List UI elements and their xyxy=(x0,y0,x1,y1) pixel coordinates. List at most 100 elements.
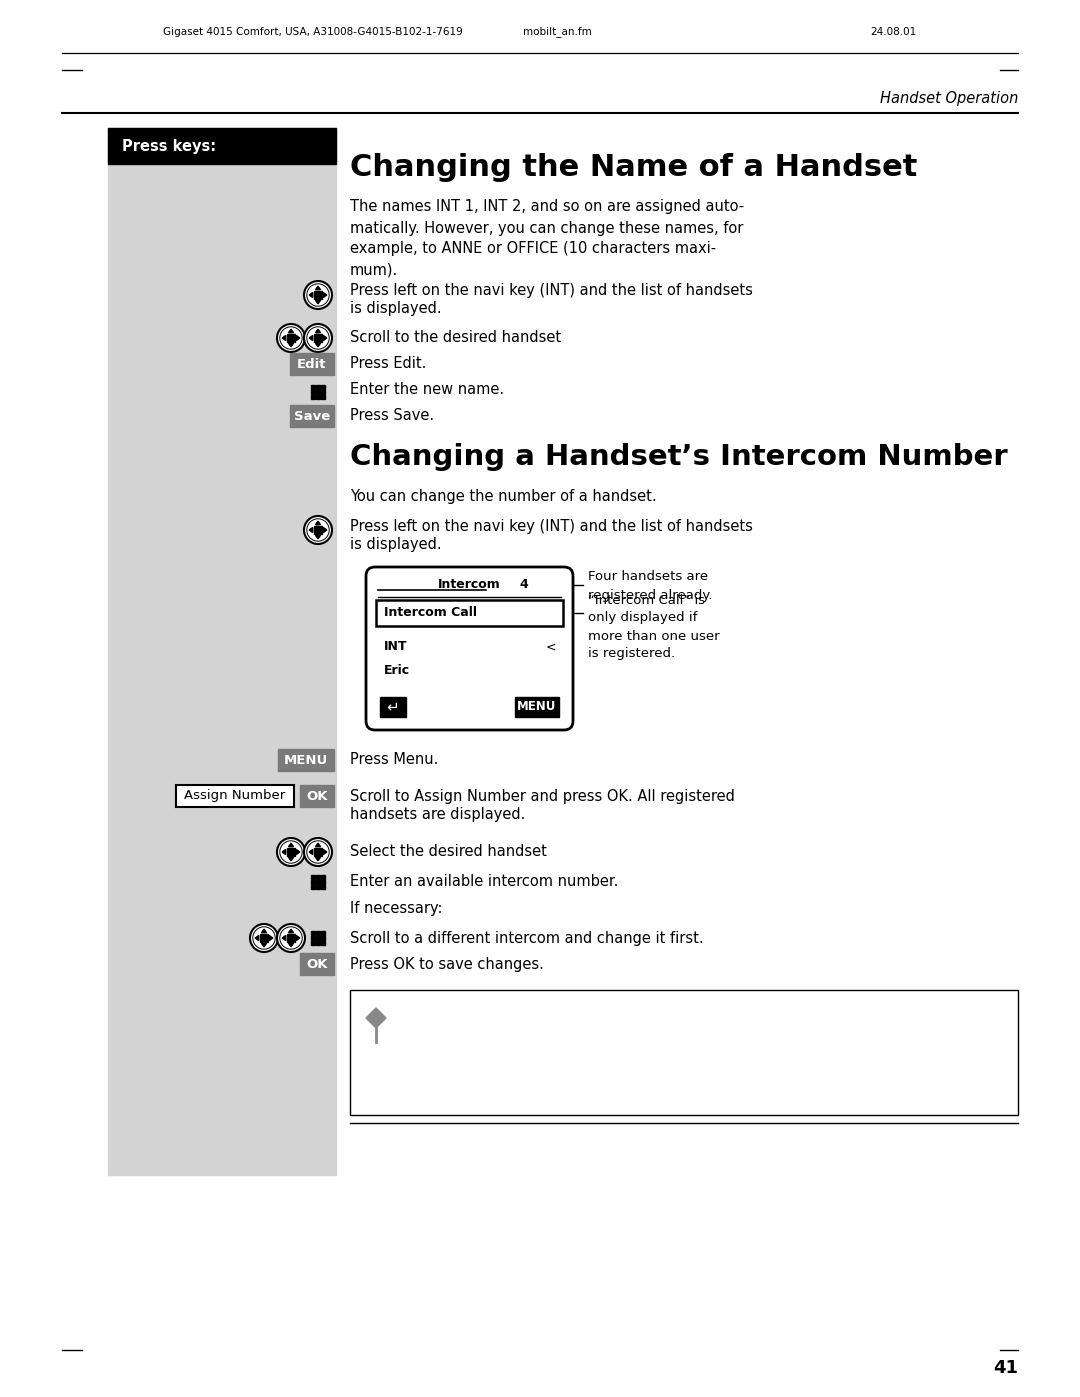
Polygon shape xyxy=(315,300,321,303)
Bar xyxy=(291,353,334,374)
Polygon shape xyxy=(288,344,294,346)
Circle shape xyxy=(303,324,332,352)
Bar xyxy=(278,749,334,771)
Circle shape xyxy=(276,838,305,866)
Polygon shape xyxy=(296,849,300,855)
Bar xyxy=(260,933,268,942)
Bar xyxy=(315,884,320,888)
Polygon shape xyxy=(269,936,273,940)
Text: is displayed.: is displayed. xyxy=(350,302,442,317)
Text: is displayed.: is displayed. xyxy=(350,536,442,552)
Polygon shape xyxy=(323,335,327,341)
Text: Press Save.: Press Save. xyxy=(350,408,434,423)
Circle shape xyxy=(303,838,332,866)
Polygon shape xyxy=(282,335,286,341)
Bar xyxy=(321,880,325,884)
Polygon shape xyxy=(261,929,267,933)
Text: Press OK to save changes.: Press OK to save changes. xyxy=(350,957,544,971)
Text: Scroll to Assign Number and press OK. All registered: Scroll to Assign Number and press OK. Al… xyxy=(350,788,734,803)
Text: Four handsets are: Four handsets are xyxy=(588,570,708,583)
Text: example, to ANNE or OFFICE (10 characters maxi-: example, to ANNE or OFFICE (10 character… xyxy=(350,242,716,257)
Text: Enter an available intercom number.: Enter an available intercom number. xyxy=(350,875,619,890)
Text: 4: 4 xyxy=(519,578,528,591)
Text: only displayed if: only displayed if xyxy=(588,612,698,624)
Polygon shape xyxy=(323,528,327,532)
Polygon shape xyxy=(255,936,259,940)
Text: handsets are displayed.: handsets are displayed. xyxy=(350,806,525,821)
Text: If the selected intercom telephone number has: If the selected intercom telephone numbe… xyxy=(405,1004,751,1020)
Text: Press Edit.: Press Edit. xyxy=(350,356,427,372)
Text: Press Menu.: Press Menu. xyxy=(350,753,438,767)
Text: ↵: ↵ xyxy=(387,700,400,714)
Polygon shape xyxy=(309,849,313,855)
Text: Select the desired handset: Select the desired handset xyxy=(350,845,546,859)
Polygon shape xyxy=(309,292,313,298)
Polygon shape xyxy=(288,844,294,847)
Bar xyxy=(291,405,334,427)
Circle shape xyxy=(276,923,305,951)
Polygon shape xyxy=(288,929,294,933)
Bar xyxy=(311,942,315,946)
Bar xyxy=(311,936,315,940)
Text: Assign Number: Assign Number xyxy=(185,789,285,802)
Polygon shape xyxy=(315,330,321,332)
Polygon shape xyxy=(296,335,300,341)
Polygon shape xyxy=(315,286,321,289)
Polygon shape xyxy=(315,858,321,861)
Polygon shape xyxy=(366,1009,386,1028)
Bar xyxy=(321,936,325,940)
Text: The names INT 1, INT 2, and so on are assigned auto-: The names INT 1, INT 2, and so on are as… xyxy=(350,200,744,215)
Text: Changing the Name of a Handset: Changing the Name of a Handset xyxy=(350,154,917,183)
FancyBboxPatch shape xyxy=(366,567,573,731)
Polygon shape xyxy=(261,943,267,947)
Polygon shape xyxy=(315,521,321,525)
Text: registered already.: registered already. xyxy=(588,588,713,602)
Text: matically. However, you can change these names, for: matically. However, you can change these… xyxy=(350,221,743,236)
Text: Enter the new name.: Enter the new name. xyxy=(350,383,504,398)
Text: Handset Operation: Handset Operation xyxy=(879,91,1018,106)
Text: is registered.: is registered. xyxy=(588,647,675,661)
Polygon shape xyxy=(309,528,313,532)
Text: “Intercom Call” is: “Intercom Call” is xyxy=(588,594,705,606)
Bar xyxy=(311,390,315,394)
Bar xyxy=(311,930,315,935)
Bar xyxy=(300,785,334,807)
Text: MENU: MENU xyxy=(517,700,556,714)
Text: Gigaset 4015 Comfort, USA, A31008-G4015-B102-1-7619: Gigaset 4015 Comfort, USA, A31008-G4015-… xyxy=(163,27,462,36)
Bar xyxy=(315,942,320,946)
Text: You can change the number of a handset.: You can change the number of a handset. xyxy=(350,489,657,504)
Bar xyxy=(380,697,406,717)
Polygon shape xyxy=(309,335,313,341)
Polygon shape xyxy=(282,849,286,855)
Text: 41: 41 xyxy=(993,1359,1018,1377)
Circle shape xyxy=(303,281,332,309)
Bar xyxy=(108,129,336,1175)
Bar xyxy=(515,697,559,717)
Circle shape xyxy=(249,923,278,951)
Polygon shape xyxy=(315,344,321,346)
Bar xyxy=(300,953,334,975)
Bar xyxy=(321,930,325,935)
Bar xyxy=(176,785,294,807)
Bar xyxy=(314,525,322,534)
Text: <: < xyxy=(545,640,556,654)
Bar xyxy=(314,291,322,299)
Text: Eric: Eric xyxy=(384,664,410,676)
Bar xyxy=(321,386,325,390)
Bar xyxy=(376,599,563,626)
Text: Press keys:: Press keys: xyxy=(122,138,216,154)
Bar xyxy=(311,875,315,879)
Polygon shape xyxy=(315,844,321,847)
Bar xyxy=(315,395,320,400)
Text: OK: OK xyxy=(307,957,327,971)
Polygon shape xyxy=(323,292,327,298)
Polygon shape xyxy=(288,330,294,332)
Bar xyxy=(321,942,325,946)
Bar xyxy=(314,848,322,856)
Bar xyxy=(315,936,320,940)
Bar xyxy=(108,129,336,163)
Text: Scroll to the desired handset: Scroll to the desired handset xyxy=(350,331,562,345)
Text: MENU: MENU xyxy=(284,753,328,767)
Polygon shape xyxy=(296,936,300,940)
Text: more than one user: more than one user xyxy=(588,630,719,643)
